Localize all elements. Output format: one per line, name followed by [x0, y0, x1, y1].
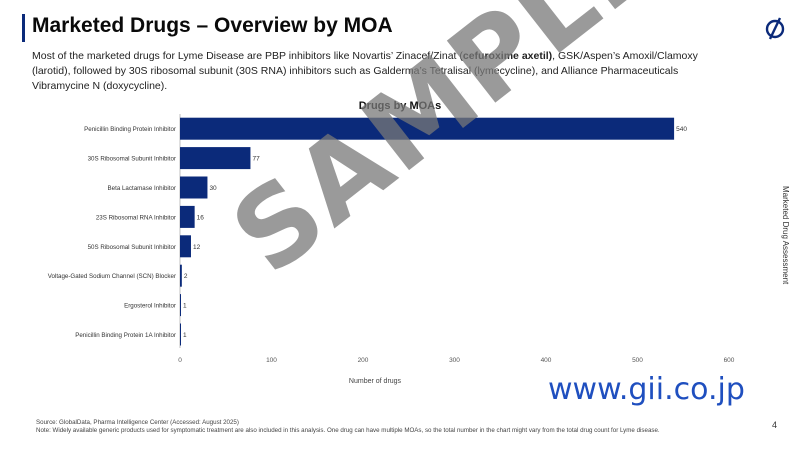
bar [180, 117, 675, 140]
bar [180, 147, 251, 170]
bar [180, 205, 195, 228]
category-label: 23S Ribosomal RNA Inhibitor [96, 214, 176, 221]
category-label: Penicillin Binding Protein 1A Inhibitor [75, 332, 176, 339]
category-label: Penicillin Binding Protein Inhibitor [84, 126, 176, 133]
data-label: 77 [252, 156, 260, 163]
page-number: 4 [772, 420, 778, 430]
brand-logo-icon [765, 17, 785, 40]
data-label: 16 [197, 214, 205, 221]
x-tick-label: 500 [632, 357, 643, 364]
data-label: 30 [209, 185, 217, 192]
bar [180, 294, 181, 317]
x-tick-label: 400 [541, 357, 552, 364]
bar [180, 323, 181, 346]
category-label: Voltage-Gated Sodium Channel (SCN) Block… [48, 273, 176, 280]
source-note: Source: GlobalData, Pharma Intelligence … [36, 419, 239, 426]
intro-part-2: , GSK/Aspen’s Amoxil/Clamoxy (larotid), … [32, 50, 698, 92]
intro-part-1: Most of the marketed drugs for Lyme Dise… [32, 50, 463, 62]
data-label: 540 [676, 126, 687, 133]
x-tick-label: 100 [266, 357, 277, 364]
category-label: Beta Lactamase Inhibitor [108, 185, 176, 192]
x-tick-label: 300 [449, 357, 460, 364]
footnotes: Source: GlobalData, Pharma Intelligence … [36, 419, 756, 435]
intro-bold: cefuroxime axetil) [462, 50, 553, 62]
category-label: Ergosterol Inhibitor [124, 303, 176, 310]
category-label: 30S Ribosomal Subunit Inhibitor [88, 156, 176, 163]
data-label: 2 [184, 273, 188, 280]
intro-text: Most of the marketed drugs for Lyme Dise… [32, 49, 732, 94]
bar [180, 264, 182, 287]
category-label: 50S Ribosomal Subunit Inhibitor [88, 244, 176, 251]
bar [180, 235, 191, 258]
x-tick-label: 600 [724, 357, 735, 364]
watermark-url: www.gii.co.jp [548, 372, 745, 407]
chart-title: Drugs by MOAs [359, 100, 442, 112]
bars-group: Penicillin Binding Protein Inhibitor 540 3… [48, 117, 687, 346]
x-tick-label: 200 [358, 357, 369, 364]
page-title: Marketed Drugs – Overview by MOA [32, 14, 393, 37]
x-axis-label: Number of drugs [349, 378, 402, 385]
analysis-note: Note: Widely available generic products … [36, 427, 660, 434]
data-label: 1 [183, 332, 187, 339]
data-label: 12 [193, 244, 201, 251]
x-tick-label: 0 [178, 357, 182, 364]
title-accent-bar [22, 14, 25, 42]
side-section-label: Marketed Drug Assessment [781, 186, 790, 285]
x-ticks-group: 0 100 200 300 400 500 600 [178, 357, 735, 364]
data-label: 1 [183, 303, 187, 310]
bar [180, 176, 208, 199]
